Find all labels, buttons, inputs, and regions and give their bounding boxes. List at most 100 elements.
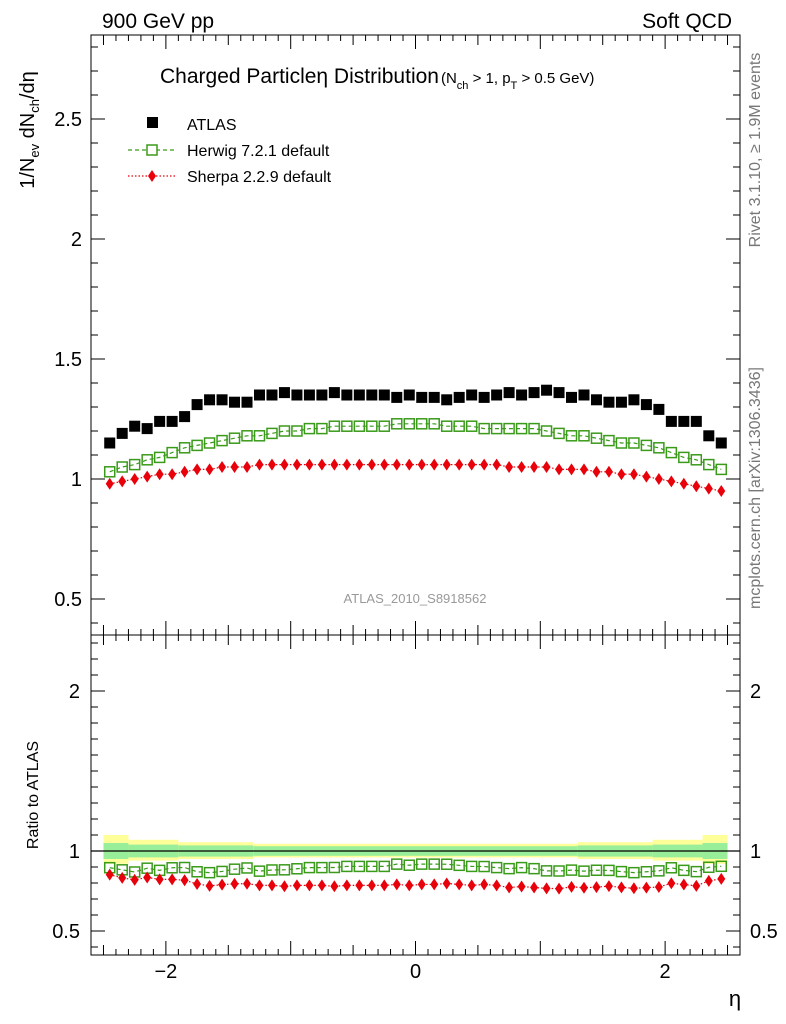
ratio-frame bbox=[90, 634, 741, 956]
data-point-herwig bbox=[328, 420, 341, 432]
data-point-atlas bbox=[478, 391, 490, 403]
data-point-herwig bbox=[428, 418, 440, 430]
ratio-point-sherpa bbox=[592, 881, 601, 894]
data-point-atlas bbox=[615, 396, 627, 408]
ratio-point-sherpa bbox=[205, 879, 214, 892]
series-line-sherpa bbox=[109, 464, 722, 492]
data-point-sherpa bbox=[617, 468, 626, 481]
ratio-point-herwig bbox=[628, 866, 640, 879]
data-point-herwig bbox=[128, 458, 141, 471]
ratio-point-sherpa bbox=[317, 879, 326, 892]
ratio-y-tick-label: 1 bbox=[69, 841, 80, 863]
data-point-sherpa bbox=[330, 458, 339, 471]
ratio-point-sherpa bbox=[168, 873, 177, 886]
data-point-sherpa bbox=[105, 477, 114, 490]
ratio-point-sherpa bbox=[629, 882, 638, 895]
data-point-atlas bbox=[690, 415, 702, 427]
data-point-herwig bbox=[266, 427, 278, 440]
ratio-point-sherpa bbox=[118, 871, 127, 884]
data-point-sherpa bbox=[629, 468, 638, 481]
ratio-line-herwig bbox=[109, 863, 722, 874]
data-point-herwig bbox=[678, 451, 690, 464]
data-point-sherpa bbox=[155, 468, 164, 481]
data-point-herwig bbox=[278, 425, 291, 437]
data-point-sherpa bbox=[118, 475, 127, 488]
ratio-point-sherpa bbox=[255, 879, 264, 892]
data-point-sherpa bbox=[143, 470, 152, 483]
data-point-herwig bbox=[653, 442, 665, 454]
data-point-herwig bbox=[378, 420, 391, 432]
x-tick-label: 2 bbox=[660, 961, 671, 983]
ratio-y-tick-label-right: 0.5 bbox=[750, 921, 778, 943]
legend-label-herwig: Herwig 7.2.1 default bbox=[187, 143, 330, 160]
data-point-sherpa bbox=[255, 458, 264, 471]
main-axis-ticks: 0.5 1 1.5 2 2.5 bbox=[54, 35, 741, 635]
data-point-herwig bbox=[578, 430, 590, 442]
legend-label-sherpa: Sherpa 2.2.9 default bbox=[187, 169, 332, 186]
data-point-sherpa bbox=[130, 473, 139, 485]
data-point-atlas bbox=[590, 394, 602, 406]
ratio-point-herwig bbox=[515, 861, 528, 874]
ratio-point-sherpa bbox=[355, 879, 364, 892]
data-point-herwig bbox=[490, 422, 503, 435]
data-point-herwig bbox=[241, 430, 253, 442]
data-point-atlas bbox=[491, 389, 503, 401]
data-point-sherpa bbox=[505, 461, 514, 473]
ratio-point-herwig bbox=[178, 861, 191, 874]
data-point-sherpa bbox=[367, 458, 376, 471]
data-point-atlas bbox=[253, 389, 265, 401]
x-tick-label: −2 bbox=[154, 961, 177, 983]
data-point-sherpa bbox=[380, 458, 389, 471]
data-point-herwig bbox=[178, 442, 191, 454]
ratio-point-herwig bbox=[366, 860, 378, 873]
ratio-point-sherpa bbox=[105, 868, 114, 881]
ratio-point-herwig bbox=[465, 860, 478, 873]
data-point-atlas bbox=[628, 394, 640, 406]
ratio-point-herwig bbox=[503, 862, 515, 875]
ratio-y-axis-label: Ratio to ATLAS bbox=[25, 741, 42, 849]
data-point-herwig bbox=[253, 430, 266, 442]
ratio-axis-ticks: −2 0 2 0.5 0.5 1 1 2 2 bbox=[52, 635, 778, 983]
y-tick-label: 0.5 bbox=[54, 589, 82, 611]
ratio-point-sherpa bbox=[155, 873, 164, 886]
data-point-sherpa bbox=[180, 465, 189, 478]
ratio-point-herwig bbox=[241, 862, 253, 874]
data-point-atlas bbox=[179, 411, 191, 423]
ratio-point-herwig bbox=[540, 865, 553, 877]
y-axis-label: 1/Nev dNch/dη bbox=[17, 71, 42, 189]
data-point-sherpa bbox=[542, 461, 551, 473]
data-point-sherpa bbox=[442, 458, 451, 471]
data-point-sherpa bbox=[355, 458, 364, 471]
data-point-atlas bbox=[715, 437, 727, 449]
main-series bbox=[103, 384, 728, 497]
ratio-point-sherpa bbox=[143, 871, 152, 884]
data-point-sherpa bbox=[218, 461, 227, 473]
data-point-herwig bbox=[565, 430, 578, 442]
ratio-y-tick-label-right: 1 bbox=[750, 841, 761, 863]
ratio-series bbox=[103, 858, 728, 895]
header-left: 900 GeV pp bbox=[102, 10, 214, 33]
data-point-atlas bbox=[366, 389, 378, 401]
ratio-point-sherpa bbox=[230, 877, 239, 890]
ratio-point-herwig bbox=[578, 865, 590, 877]
data-point-herwig bbox=[116, 461, 128, 473]
data-point-sherpa bbox=[704, 482, 713, 495]
ratio-point-herwig bbox=[615, 865, 628, 878]
ratio-point-sherpa bbox=[380, 879, 389, 892]
data-point-sherpa bbox=[280, 458, 289, 471]
ratio-point-sherpa bbox=[480, 878, 489, 891]
ratio-point-sherpa bbox=[193, 877, 202, 890]
data-point-herwig bbox=[316, 422, 328, 435]
data-point-herwig bbox=[341, 420, 353, 432]
legend-label-atlas: ATLAS bbox=[187, 117, 237, 134]
data-point-atlas bbox=[104, 437, 116, 449]
ratio-point-herwig bbox=[191, 866, 203, 878]
data-point-atlas bbox=[303, 389, 315, 401]
data-point-herwig bbox=[715, 463, 728, 476]
data-point-herwig bbox=[191, 439, 203, 452]
ratio-point-herwig bbox=[166, 862, 178, 874]
ratio-point-sherpa bbox=[667, 877, 676, 890]
ratio-point-sherpa bbox=[717, 872, 726, 885]
data-point-herwig bbox=[603, 434, 615, 447]
